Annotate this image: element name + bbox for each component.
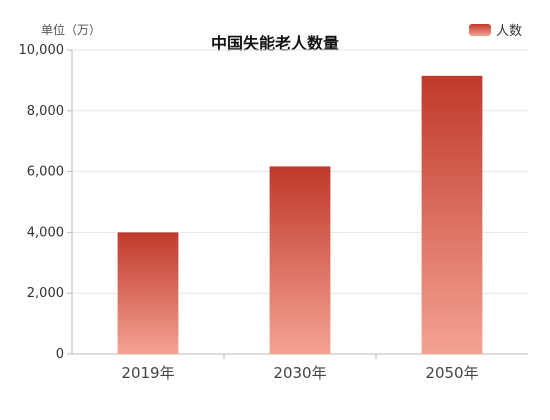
chart-title: 中国失能老人数量 xyxy=(210,34,339,53)
x-tick-label: 2019年 xyxy=(121,364,174,382)
y-axis-unit-label: 单位（万） xyxy=(41,23,102,37)
y-tick-label: 0 xyxy=(56,347,64,362)
legend-label: 人数 xyxy=(496,24,523,39)
legend-swatch xyxy=(469,23,491,36)
x-tick-label: 2050年 xyxy=(425,364,478,382)
y-tick-label: 6,000 xyxy=(27,165,64,180)
bars xyxy=(117,75,483,354)
legend[interactable]: 人数 xyxy=(469,20,522,39)
bar[interactable] xyxy=(117,232,179,354)
y-tick-label: 4,000 xyxy=(27,225,64,240)
bar[interactable] xyxy=(421,75,483,354)
tick-labels: 0 2,000 4,000 6,000 8,000 10,000 2019年 2030年 205… xyxy=(19,43,479,382)
bar[interactable] xyxy=(269,166,331,354)
y-tick-label: 10,000 xyxy=(19,43,65,58)
x-tick-label: 2030年 xyxy=(273,364,326,382)
y-tick-label: 8,000 xyxy=(27,104,64,119)
y-tick-label: 2,000 xyxy=(27,286,64,301)
